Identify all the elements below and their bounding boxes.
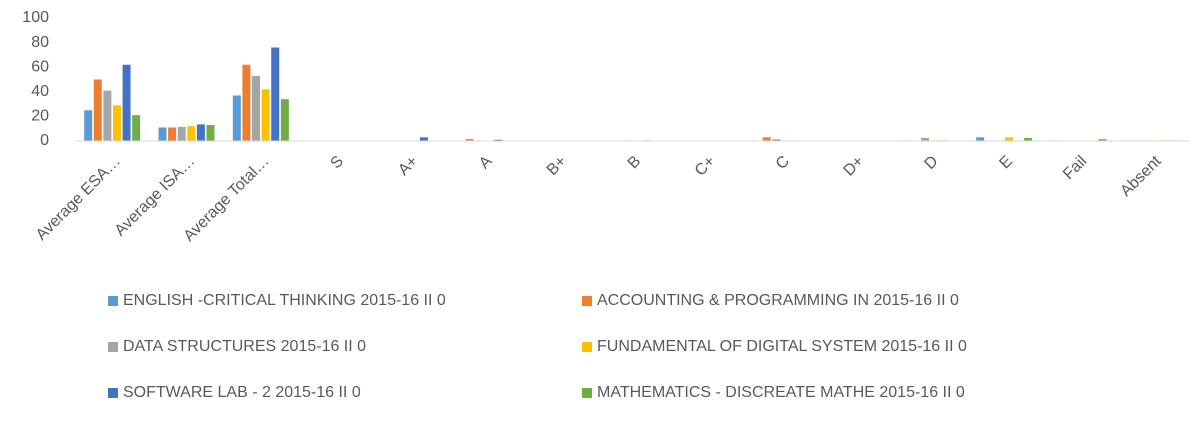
x-tick-label: B+ — [544, 153, 570, 179]
bar — [84, 110, 93, 141]
bar — [168, 127, 177, 141]
bar — [196, 124, 205, 141]
bar — [187, 126, 196, 141]
bar — [206, 125, 215, 141]
x-tick-label: C — [773, 153, 793, 173]
legend-swatch — [108, 296, 118, 306]
y-tick-label: 100 — [22, 9, 49, 26]
x-tick-label: D+ — [841, 153, 868, 180]
bar — [158, 127, 167, 141]
legend-swatch — [582, 296, 592, 306]
x-tick-label: Average ESA… — [33, 153, 124, 244]
bar — [132, 115, 141, 141]
x-tick-label: Fail — [1060, 153, 1090, 183]
y-tick-label: 80 — [31, 34, 49, 51]
bar — [93, 79, 102, 141]
bar — [976, 137, 985, 141]
bar — [1098, 139, 1107, 141]
bar — [271, 47, 280, 141]
x-tick-label: Absent — [1117, 152, 1165, 200]
bar — [112, 105, 121, 141]
bar — [232, 95, 241, 141]
x-tick-label: S — [327, 153, 347, 173]
x-tick-label: A — [476, 153, 496, 173]
y-tick-label: 60 — [31, 58, 49, 75]
legend-label: FUNDAMENTAL OF DIGITAL SYSTEM 2015-16 II… — [597, 338, 967, 355]
x-tick-label: E — [996, 153, 1016, 173]
x-tick-label: D — [921, 153, 941, 173]
bar — [280, 99, 289, 141]
bar — [177, 126, 186, 141]
x-tick-label: Average ISA… — [112, 153, 199, 240]
y-tick-label: 0 — [40, 132, 49, 149]
x-tick-label: C+ — [692, 153, 719, 180]
bar — [762, 137, 771, 141]
bar — [1024, 137, 1033, 141]
x-tick-label: A+ — [395, 153, 421, 179]
legend-label: ACCOUNTING & PROGRAMMING IN 2015-16 II 0 — [597, 292, 959, 309]
x-tick-label: B — [625, 153, 645, 173]
bar — [419, 137, 428, 141]
bar — [465, 139, 474, 141]
legend-label: SOFTWARE LAB - 2 2015-16 II 0 — [123, 384, 361, 401]
y-tick-label: 20 — [31, 108, 49, 125]
y-tick-label: 40 — [31, 83, 49, 100]
bar — [494, 139, 503, 141]
bar — [1004, 137, 1013, 141]
bar — [242, 64, 251, 141]
bar — [103, 90, 112, 141]
bar — [772, 139, 781, 141]
legend-label: DATA STRUCTURES 2015-16 II 0 — [123, 338, 366, 355]
legend-swatch — [582, 342, 592, 352]
legend-label: MATHEMATICS - DISCREATE MATHE 2015-16 II… — [597, 384, 965, 401]
legend-swatch — [582, 388, 592, 398]
bar — [122, 64, 131, 141]
legend-label: ENGLISH -CRITICAL THINKING 2015-16 II 0 — [123, 292, 446, 309]
bar — [252, 75, 261, 141]
legend-swatch — [108, 342, 118, 352]
bar — [921, 137, 930, 141]
bar — [261, 89, 270, 141]
legend-swatch — [108, 388, 118, 398]
